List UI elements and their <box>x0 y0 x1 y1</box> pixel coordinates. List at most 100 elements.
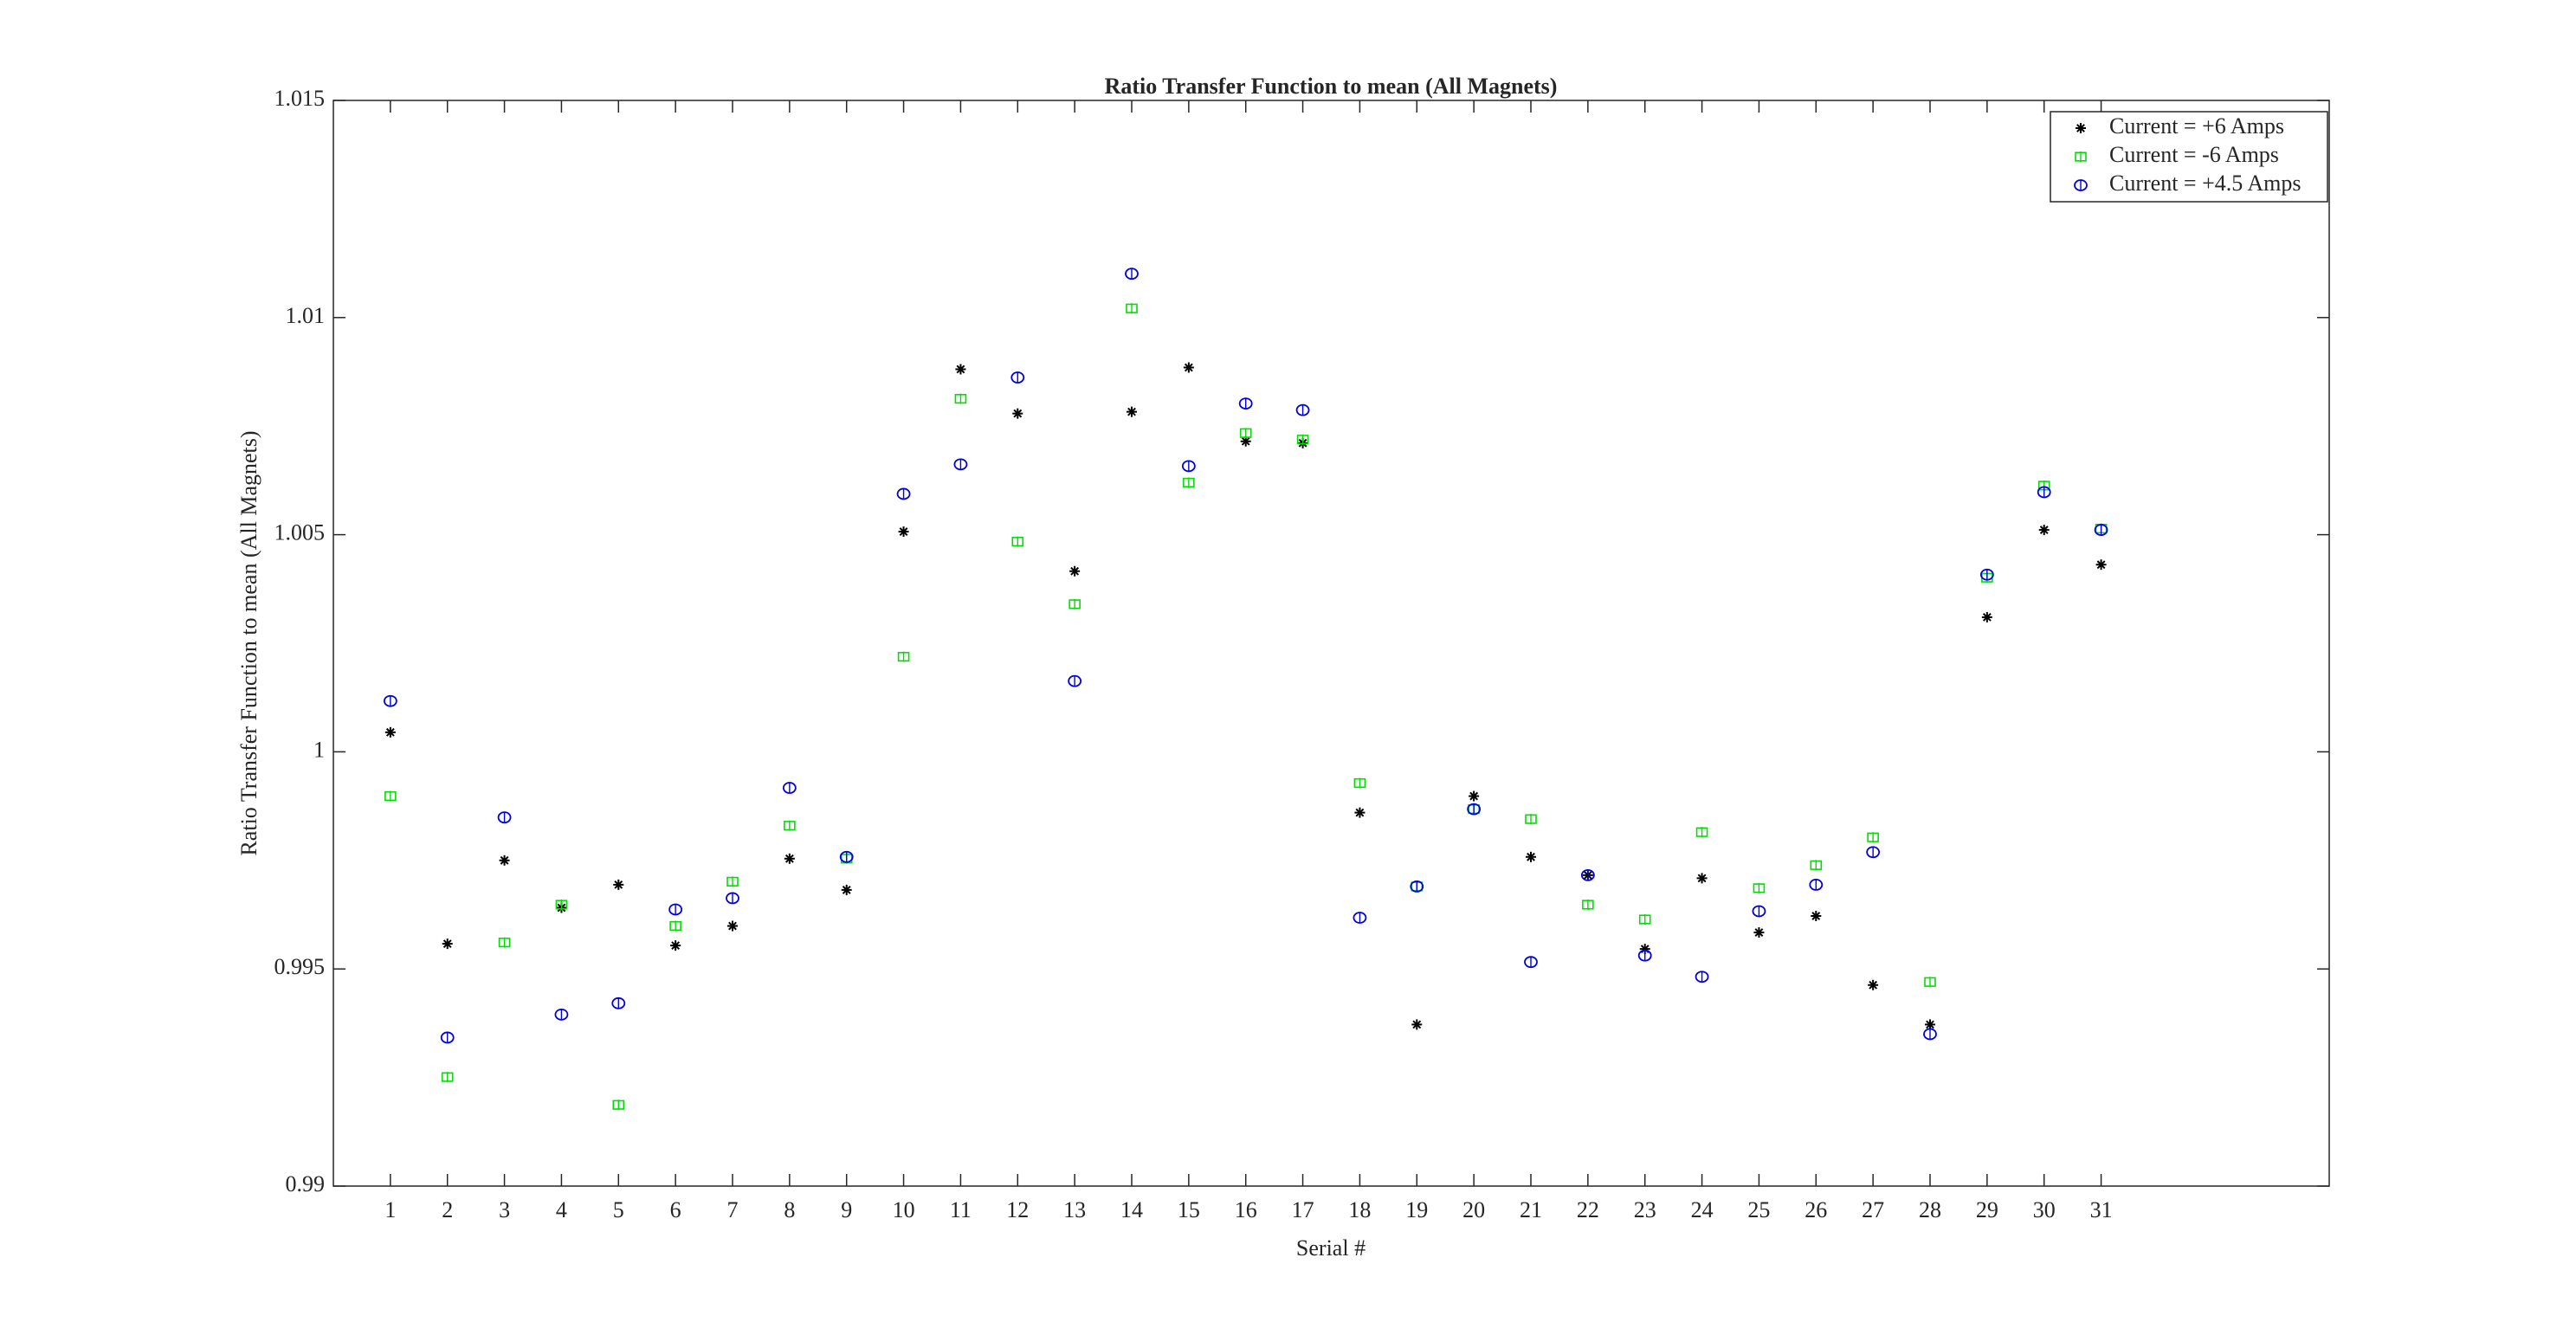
marker-stroke <box>500 855 509 865</box>
x-tick-label: 19 <box>1405 1197 1428 1222</box>
marker-stroke <box>385 727 395 737</box>
y-tick-label: 1.015 <box>274 86 326 111</box>
point <box>498 937 511 948</box>
legend-label: Current = +4.5 Amps <box>2109 171 2301 196</box>
marker-stroke <box>1184 363 1193 372</box>
point <box>1524 956 1538 969</box>
marker-stroke <box>1127 407 1136 416</box>
y-tick-label: 1.005 <box>274 520 326 545</box>
marker-stroke <box>1869 980 1878 990</box>
x-tick-label: 11 <box>950 1197 972 1222</box>
marker-stroke <box>1811 912 1821 920</box>
point <box>727 920 738 932</box>
point <box>611 996 626 1009</box>
plot-area <box>332 100 2330 1187</box>
point <box>1068 598 1081 609</box>
x-tick-label: 13 <box>1063 1197 1086 1222</box>
y-tick-label: 1.01 <box>286 303 326 328</box>
x-tick-label: 26 <box>1804 1197 1827 1222</box>
point <box>1868 979 1879 990</box>
legend-marker <box>2074 179 2088 191</box>
x-tick-label: 25 <box>1747 1197 1770 1222</box>
point <box>1125 268 1139 281</box>
marker-stroke <box>1070 566 1080 576</box>
point <box>384 726 396 738</box>
point <box>1127 406 1137 417</box>
point <box>1411 1019 1423 1030</box>
marker-stroke <box>1754 928 1764 937</box>
point <box>1010 371 1025 384</box>
point <box>1469 790 1480 802</box>
x-tick-label: 18 <box>1348 1197 1371 1222</box>
point <box>1239 428 1252 439</box>
point <box>2038 525 2050 536</box>
point <box>1811 911 1822 922</box>
point <box>1695 971 1709 984</box>
point <box>1979 568 1994 581</box>
point <box>1353 777 1366 789</box>
point <box>1753 882 1766 893</box>
point <box>668 903 683 916</box>
legend-label: Current = -6 Amps <box>2109 142 2279 167</box>
point <box>670 940 681 951</box>
x-tick-label: 15 <box>1178 1197 1200 1222</box>
x-tick-label: 1 <box>384 1197 396 1222</box>
marker-stroke <box>1355 808 1365 817</box>
marker-stroke <box>614 880 623 889</box>
marker-stroke <box>2039 526 2049 534</box>
marker-stroke <box>671 941 681 951</box>
marker-stroke <box>1527 852 1535 861</box>
marker-stroke <box>899 527 908 536</box>
x-tick-label: 4 <box>556 1197 567 1222</box>
point <box>1011 536 1024 547</box>
point <box>440 1031 455 1044</box>
legend-label: Current = +6 Amps <box>2109 113 2284 139</box>
point <box>1696 873 1708 884</box>
y-tick-label: 0.99 <box>286 1171 326 1196</box>
point <box>1012 408 1023 419</box>
x-tick-label: 28 <box>1919 1197 1941 1222</box>
marker-stroke <box>1469 791 1479 801</box>
point <box>1924 977 1936 988</box>
point <box>1295 403 1310 416</box>
x-tick-label: 16 <box>1235 1197 1257 1222</box>
point <box>612 1100 625 1111</box>
x-tick-label: 27 <box>1862 1197 1884 1222</box>
y-tick-label: 1 <box>313 737 325 762</box>
point <box>784 853 795 864</box>
marker-stroke <box>1241 436 1250 446</box>
point <box>2094 524 2108 536</box>
marker-stroke <box>1697 874 1707 883</box>
x-tick-label: 20 <box>1462 1197 1485 1222</box>
marker-stroke <box>1013 409 1023 418</box>
marker-stroke <box>1982 612 1992 622</box>
point <box>954 393 967 404</box>
x-tick-label: 30 <box>2033 1197 2056 1222</box>
point <box>554 1008 569 1021</box>
legend: Current = +6 Amps Current = -6 Amps Curren… <box>2050 111 2328 203</box>
point <box>1638 914 1651 925</box>
point <box>384 790 397 802</box>
point <box>555 899 568 910</box>
point <box>1580 868 1595 881</box>
marker-stroke <box>956 364 965 374</box>
x-tick-label: 24 <box>1691 1197 1714 1222</box>
point <box>897 651 910 662</box>
x-tick-label: 7 <box>727 1197 739 1222</box>
x-tick-label: 5 <box>613 1197 624 1222</box>
point <box>1069 565 1081 577</box>
x-axis-label: Serial # <box>1296 1235 1365 1261</box>
point <box>1183 477 1195 488</box>
point <box>1525 814 1537 825</box>
point <box>1410 880 1424 893</box>
point <box>2037 486 2051 499</box>
point <box>839 850 854 863</box>
x-tick-label: 29 <box>1976 1197 1998 1222</box>
x-tick-label: 9 <box>841 1197 852 1222</box>
marker-stroke <box>1926 1020 1934 1029</box>
point <box>726 876 739 887</box>
y-axis-label: Ratio Transfer Function to mean (All Mag… <box>236 430 261 855</box>
point <box>1867 832 1879 843</box>
point <box>442 938 453 950</box>
